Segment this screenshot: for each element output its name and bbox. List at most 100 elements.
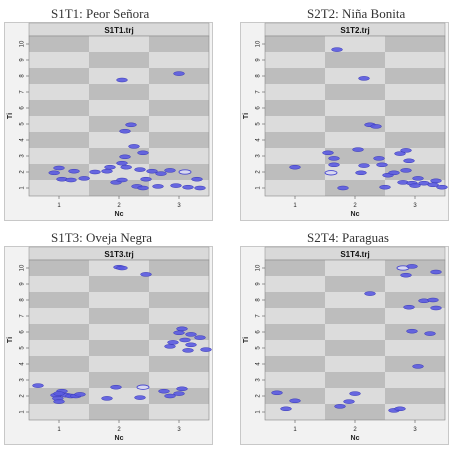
grid-cell — [29, 180, 89, 196]
x-tick-label: 3 — [413, 427, 417, 433]
data-point — [155, 171, 167, 176]
grid-cell — [385, 52, 445, 68]
grid-cell — [325, 404, 385, 420]
data-point — [104, 164, 116, 170]
data-point — [352, 147, 364, 152]
data-point — [185, 342, 197, 348]
grid-cell — [265, 308, 325, 324]
grid-cell — [265, 36, 325, 52]
grid-cell — [325, 324, 385, 340]
y-axis-label: Ti — [7, 337, 14, 343]
y-tick-label: 7 — [256, 314, 262, 318]
grid-cell — [89, 276, 149, 292]
x-axis-label: Nc — [351, 435, 360, 442]
caption-s2t2: S2T2: Niña Bonita — [307, 6, 406, 21]
y-axis-label: Ti — [243, 337, 250, 343]
data-point — [146, 168, 158, 174]
grid-cell — [29, 36, 89, 52]
x-tick-label: 3 — [413, 203, 417, 209]
y-tick-label: 1 — [20, 410, 26, 414]
data-point — [182, 184, 194, 190]
data-point — [164, 393, 176, 399]
x-tick-label: 1 — [57, 203, 61, 209]
y-tick-label: 8 — [256, 298, 262, 302]
data-point — [179, 337, 191, 343]
grid-cell — [385, 340, 445, 356]
grid-cell — [149, 180, 209, 196]
y-tick-label: 10 — [20, 40, 26, 47]
y-tick-label: 6 — [256, 106, 262, 110]
data-point-hollow — [324, 170, 338, 176]
grid-cell — [89, 308, 149, 324]
grid-cell — [29, 340, 89, 356]
y-tick-label: 5 — [20, 346, 26, 350]
data-point — [427, 297, 439, 303]
y-tick-label: 8 — [20, 74, 26, 78]
grid-cell — [149, 100, 209, 116]
data-point — [164, 344, 176, 349]
data-point — [376, 162, 388, 168]
data-point — [182, 348, 194, 353]
grid-cell — [325, 132, 385, 148]
grid-cell — [385, 164, 445, 180]
y-tick-label: 5 — [256, 346, 262, 350]
data-point — [355, 170, 367, 176]
data-point — [176, 386, 188, 392]
y-tick-label: 9 — [20, 282, 26, 286]
chart-title: S1T1.trj — [104, 26, 133, 35]
data-point — [65, 177, 77, 183]
data-point — [358, 76, 370, 81]
grid-cell — [325, 68, 385, 84]
grid-cell — [325, 388, 385, 404]
data-point — [430, 305, 442, 311]
y-tick-label: 5 — [256, 122, 262, 126]
grid-cell — [325, 372, 385, 388]
data-point — [191, 176, 203, 182]
data-point — [328, 156, 340, 161]
data-point — [53, 399, 65, 404]
grid-cell — [265, 260, 325, 276]
data-point — [140, 272, 152, 277]
grid-cell — [325, 180, 385, 196]
grid-cell — [325, 164, 385, 180]
grid-cell — [149, 372, 209, 388]
data-point — [125, 122, 137, 128]
grid-cell — [89, 116, 149, 132]
data-point — [101, 396, 113, 401]
y-tick-label: 4 — [256, 362, 262, 366]
data-point — [173, 330, 185, 336]
data-point-hollow — [178, 169, 192, 175]
grid-cell — [385, 292, 445, 308]
grid-cell — [385, 68, 445, 84]
grid-cell — [29, 132, 89, 148]
grid-cell — [89, 68, 149, 84]
y-tick-label: 2 — [20, 394, 26, 398]
data-point — [137, 150, 149, 156]
grid-cell — [89, 52, 149, 68]
y-tick-label: 9 — [20, 58, 26, 62]
grid-cell — [149, 148, 209, 164]
grid-cell — [265, 84, 325, 100]
y-tick-label: 1 — [256, 410, 262, 414]
grid-cell — [89, 324, 149, 340]
y-tick-label: 4 — [20, 138, 26, 142]
y-tick-label: 6 — [20, 330, 26, 334]
caption-s1t3: S1T3: Oveja Negra — [51, 230, 153, 245]
data-point — [394, 151, 406, 156]
grid-cell — [89, 356, 149, 372]
grid-cell — [265, 164, 325, 180]
grid-cell — [149, 292, 209, 308]
grid-cell — [265, 180, 325, 196]
data-point — [343, 399, 355, 404]
data-point — [134, 395, 146, 400]
grid-cell — [149, 68, 209, 84]
x-tick-label: 3 — [177, 427, 181, 433]
data-point — [403, 304, 415, 310]
data-point — [101, 168, 113, 174]
x-tick-label: 2 — [353, 203, 357, 209]
grid-cell — [149, 116, 209, 132]
data-point — [194, 335, 206, 340]
data-point — [406, 328, 418, 334]
grid-cell — [29, 84, 89, 100]
grid-cell — [325, 148, 385, 164]
